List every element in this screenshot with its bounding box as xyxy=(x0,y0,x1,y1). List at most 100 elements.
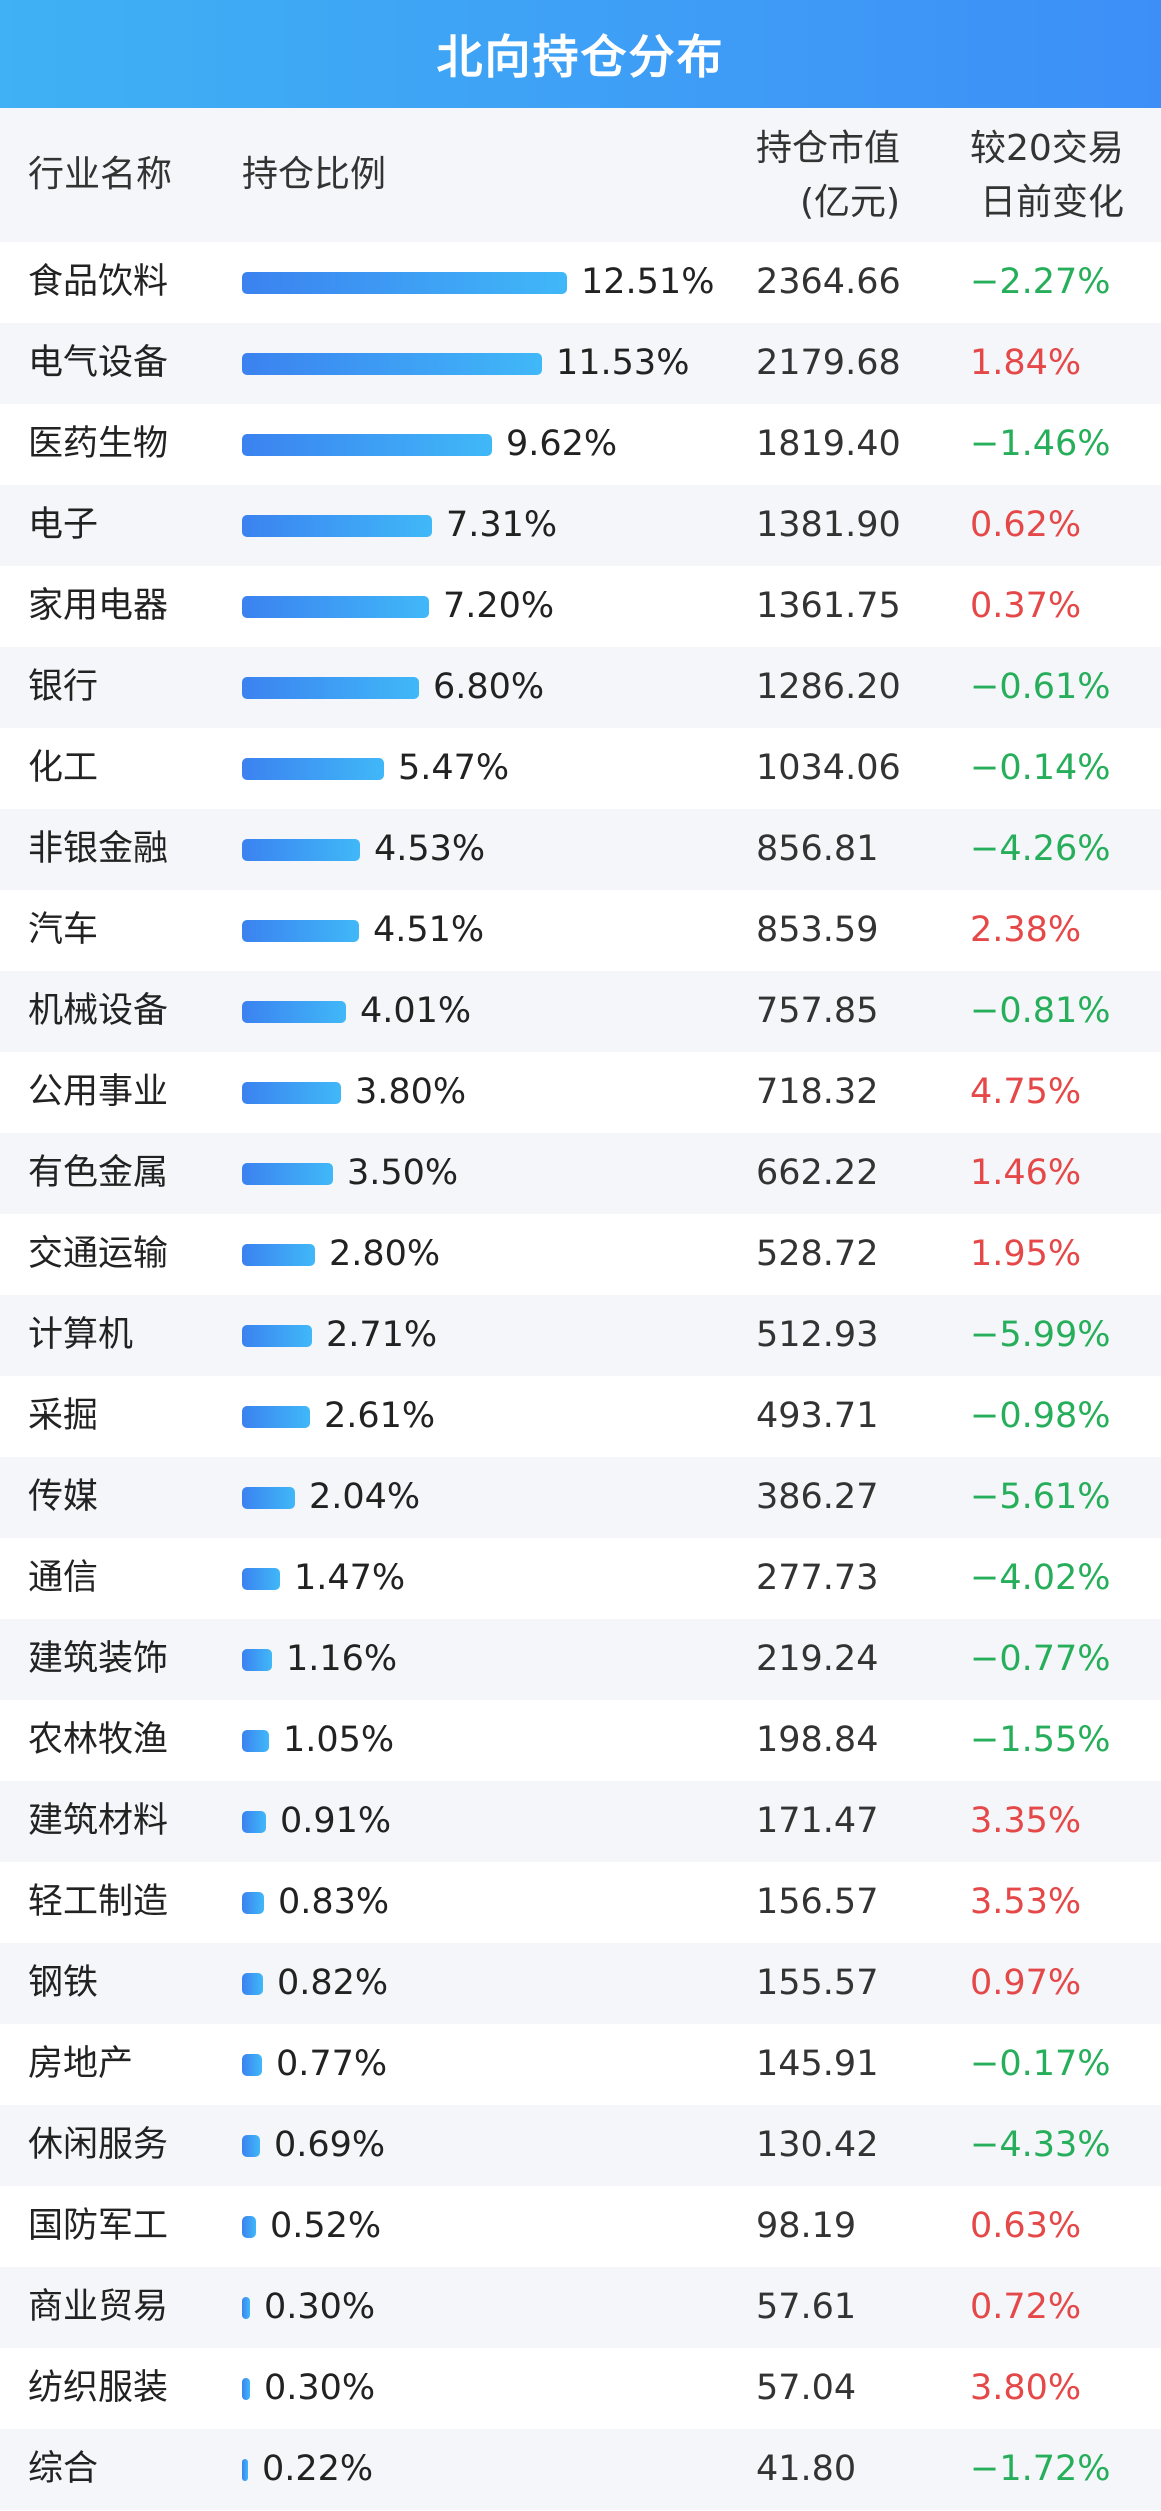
change-value: −0.81% xyxy=(970,991,1111,1031)
change-value: −5.99% xyxy=(970,1315,1111,1355)
industry-name: 国防军工 xyxy=(28,2206,169,2246)
ratio-label: 0.91% xyxy=(280,1801,392,1841)
ratio-label: 0.83% xyxy=(278,1882,390,1922)
market-value: 130.42 xyxy=(756,2125,879,2165)
market-value: 155.57 xyxy=(756,1963,879,2003)
change-value: 0.37% xyxy=(970,586,1082,626)
industry-name: 通信 xyxy=(28,1558,99,1598)
table-row: 化工 5.47% 1034.06 −0.14% xyxy=(0,728,1161,809)
change-value: 0.97% xyxy=(970,1963,1082,2003)
industry-name: 公用事业 xyxy=(28,1072,169,1112)
ratio-bar xyxy=(242,1325,312,1347)
industry-name: 家用电器 xyxy=(28,586,169,626)
change-value: 0.63% xyxy=(970,2206,1082,2246)
header-change-line1: 较20交易 xyxy=(970,128,1124,169)
change-value: 1.84% xyxy=(970,343,1082,383)
ratio-label: 1.16% xyxy=(286,1639,398,1679)
change-value: −0.14% xyxy=(970,748,1111,788)
ratio-label: 1.47% xyxy=(294,1558,406,1598)
change-value: 2.38% xyxy=(970,910,1082,950)
industry-name: 机械设备 xyxy=(28,991,169,1031)
industry-name: 休闲服务 xyxy=(28,2125,169,2165)
change-value: −4.26% xyxy=(970,829,1111,869)
market-value: 493.71 xyxy=(756,1396,879,1436)
ratio-label: 1.05% xyxy=(283,1720,395,1760)
change-value: −0.98% xyxy=(970,1396,1111,1436)
ratio-label: 0.30% xyxy=(264,2368,376,2408)
ratio-bar xyxy=(242,1244,315,1266)
change-value: 0.62% xyxy=(970,505,1082,545)
industry-name: 钢铁 xyxy=(28,1963,99,2003)
ratio-label: 6.80% xyxy=(433,667,545,707)
ratio-label: 0.30% xyxy=(264,2287,376,2327)
ratio-label: 2.80% xyxy=(329,1234,441,1274)
change-value: 4.75% xyxy=(970,1072,1082,1112)
ratio-bar xyxy=(242,2054,262,2076)
industry-name: 非银金融 xyxy=(28,829,169,869)
market-value: 512.93 xyxy=(756,1315,879,1355)
table-row: 公用事业 3.80% 718.32 4.75% xyxy=(0,1052,1161,1133)
ratio-label: 7.31% xyxy=(446,505,558,545)
ratio-bar xyxy=(242,1892,264,1914)
table-row: 纺织服装 0.30% 57.04 3.80% xyxy=(0,2348,1161,2429)
ratio-label: 4.53% xyxy=(374,829,486,869)
change-value: −4.33% xyxy=(970,2125,1111,2165)
ratio-bar xyxy=(242,1163,333,1185)
table-row: 国防军工 0.52% 98.19 0.63% xyxy=(0,2186,1161,2267)
market-value: 662.22 xyxy=(756,1153,879,1193)
ratio-label: 2.04% xyxy=(309,1477,421,1517)
ratio-bar xyxy=(242,758,384,780)
ratio-bar xyxy=(242,1973,263,1995)
ratio-label: 7.20% xyxy=(443,586,555,626)
change-value: −0.77% xyxy=(970,1639,1111,1679)
ratio-label: 2.61% xyxy=(324,1396,436,1436)
table-row: 建筑装饰 1.16% 219.24 −0.77% xyxy=(0,1619,1161,1700)
ratio-bar xyxy=(242,1649,272,1671)
ratio-bar xyxy=(242,1082,341,1104)
ratio-label: 5.47% xyxy=(398,748,510,788)
change-value: −1.46% xyxy=(970,424,1111,464)
change-value: −0.61% xyxy=(970,667,1111,707)
ratio-label: 11.53% xyxy=(556,343,690,383)
market-value: 156.57 xyxy=(756,1882,879,1922)
table-row: 通信 1.47% 277.73 −4.02% xyxy=(0,1538,1161,1619)
industry-name: 食品饮料 xyxy=(28,262,169,302)
table-row: 汽车 4.51% 853.59 2.38% xyxy=(0,890,1161,971)
ratio-bar xyxy=(242,434,492,456)
table-row: 轻工制造 0.83% 156.57 3.53% xyxy=(0,1862,1161,1943)
table-row: 医药生物 9.62% 1819.40 −1.46% xyxy=(0,404,1161,485)
market-value: 198.84 xyxy=(756,1720,879,1760)
industry-name: 轻工制造 xyxy=(28,1882,169,1922)
ratio-bar xyxy=(242,2135,260,2157)
market-value: 1034.06 xyxy=(756,748,901,788)
ratio-label: 3.50% xyxy=(347,1153,459,1193)
market-value: 98.19 xyxy=(756,2206,857,2246)
industry-name: 有色金属 xyxy=(28,1153,169,1193)
ratio-label: 0.52% xyxy=(270,2206,382,2246)
change-value: −4.02% xyxy=(970,1558,1111,1598)
market-value: 386.27 xyxy=(756,1477,879,1517)
market-value: 1819.40 xyxy=(756,424,901,464)
table-row: 房地产 0.77% 145.91 −0.17% xyxy=(0,2024,1161,2105)
ratio-bar xyxy=(242,1730,269,1752)
market-value: 41.80 xyxy=(756,2449,857,2489)
ratio-bar xyxy=(242,839,360,861)
ratio-bar xyxy=(242,515,432,537)
ratio-label: 12.51% xyxy=(581,262,715,302)
ratio-label: 4.51% xyxy=(373,910,485,950)
industry-name: 交通运输 xyxy=(28,1234,169,1274)
industry-name: 建筑装饰 xyxy=(28,1639,169,1679)
market-value: 171.47 xyxy=(756,1801,879,1841)
market-value: 718.32 xyxy=(756,1072,879,1112)
change-value: 3.35% xyxy=(970,1801,1082,1841)
change-value: 1.95% xyxy=(970,1234,1082,1274)
industry-name: 化工 xyxy=(28,748,99,788)
industry-name: 建筑材料 xyxy=(28,1801,169,1841)
industry-name: 综合 xyxy=(28,2449,99,2489)
industry-name: 计算机 xyxy=(28,1315,134,1355)
table-row: 食品饮料 12.51% 2364.66 −2.27% xyxy=(0,242,1161,323)
ratio-label: 2.71% xyxy=(326,1315,438,1355)
ratio-label: 0.77% xyxy=(276,2044,388,2084)
table-row: 休闲服务 0.69% 130.42 −4.33% xyxy=(0,2105,1161,2186)
page-title: 北向持仓分布 xyxy=(436,30,725,84)
